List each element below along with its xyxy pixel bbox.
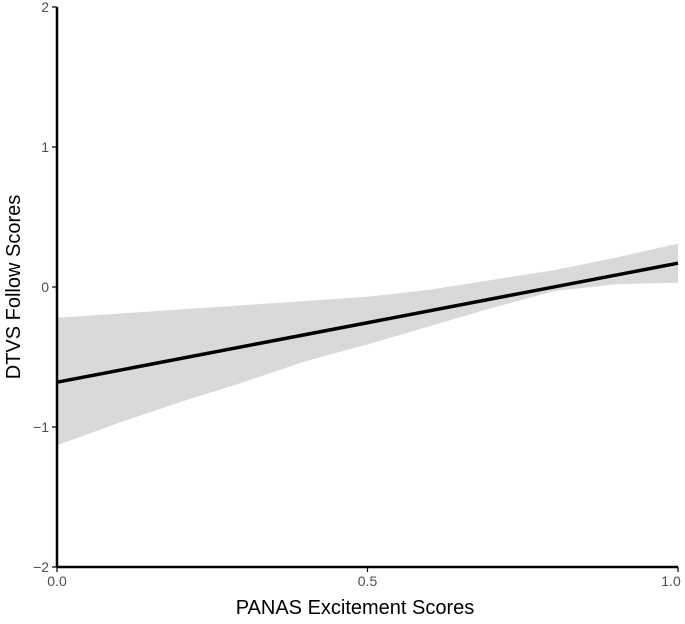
y-axis-title: DTVS Follow Scores [3,195,25,380]
y-tick-label: −1 [33,419,49,435]
y-tick-label: 1 [41,139,49,155]
ticks-layer: −2 −1 0 1 2 0.0 0.5 1.0 [33,0,681,589]
y-tick-label: 0 [41,279,49,295]
fit-line-layer [56,261,679,384]
confidence-band-layer [57,243,678,446]
y-tick-label: 2 [41,0,49,15]
confidence-band [57,243,678,446]
x-tick-label: 0.5 [358,573,378,589]
x-tick-label: 0.0 [47,573,67,589]
fit-line-fit [56,261,679,384]
x-axis-title: PANAS Excitement Scores [236,597,475,619]
x-tick-label: 1.0 [661,573,681,589]
y-tick-label: −2 [33,559,49,575]
